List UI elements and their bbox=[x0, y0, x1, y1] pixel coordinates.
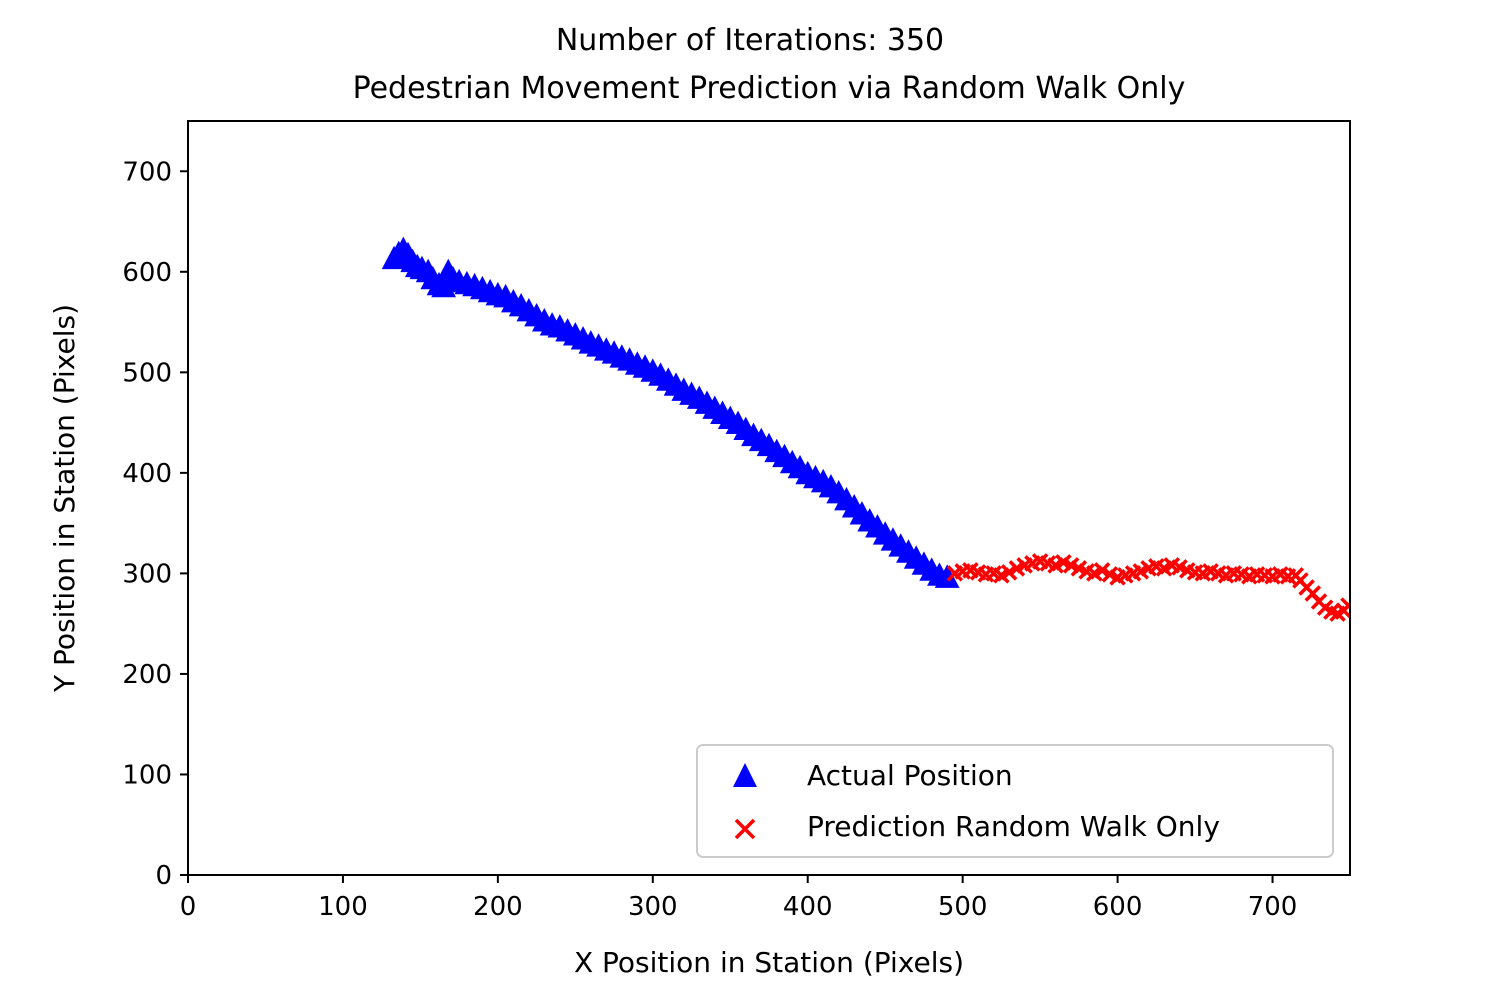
y-tick-label: 0 bbox=[155, 861, 172, 891]
x-tick-label: 300 bbox=[628, 892, 678, 922]
y-tick-label: 600 bbox=[122, 258, 172, 288]
legend-x-marker bbox=[734, 818, 756, 840]
legend-label-actual: Actual Position bbox=[807, 759, 1013, 792]
x-tick-label: 500 bbox=[938, 892, 988, 922]
prediction-point bbox=[1340, 597, 1350, 614]
y-axis-ticks: 0 100 200 300 400 500 600 700 bbox=[122, 157, 188, 891]
y-tick-label: 400 bbox=[122, 459, 172, 489]
legend-triangle-marker bbox=[733, 763, 757, 787]
points-group bbox=[381, 236, 1350, 622]
chart-title-line2: Pedestrian Movement Prediction via Rando… bbox=[353, 71, 1186, 106]
legend-box bbox=[696, 744, 1334, 858]
chart-title-line1: Number of Iterations: 350 bbox=[556, 23, 944, 58]
x-tick-label: 0 bbox=[180, 892, 197, 922]
legend-label-prediction: Prediction Random Walk Only bbox=[807, 810, 1220, 843]
actual-position-point bbox=[934, 564, 960, 588]
y-tick-label: 700 bbox=[122, 157, 172, 187]
x-tick-label: 400 bbox=[783, 892, 833, 922]
data-layer bbox=[381, 236, 1350, 622]
y-tick-label: 300 bbox=[122, 559, 172, 589]
y-tick-label: 200 bbox=[122, 660, 172, 690]
x-axis-title: X Position in Station (Pixels) bbox=[574, 946, 964, 979]
plot-frame bbox=[187, 120, 1351, 876]
y-tick-label: 500 bbox=[122, 358, 172, 388]
x-tick-label: 600 bbox=[1093, 892, 1143, 922]
y-tick-label: 100 bbox=[122, 760, 172, 790]
y-axis-title: Y Position in Station (Pixels) bbox=[48, 304, 81, 693]
x-tick-label: 700 bbox=[1248, 892, 1298, 922]
legend: Actual Position Prediction Random Walk O… bbox=[696, 744, 1334, 858]
x-tick-label: 100 bbox=[318, 892, 368, 922]
x-tick-label: 200 bbox=[473, 892, 523, 922]
x-axis-ticks: 0 100 200 300 400 500 600 700 bbox=[180, 875, 1298, 922]
